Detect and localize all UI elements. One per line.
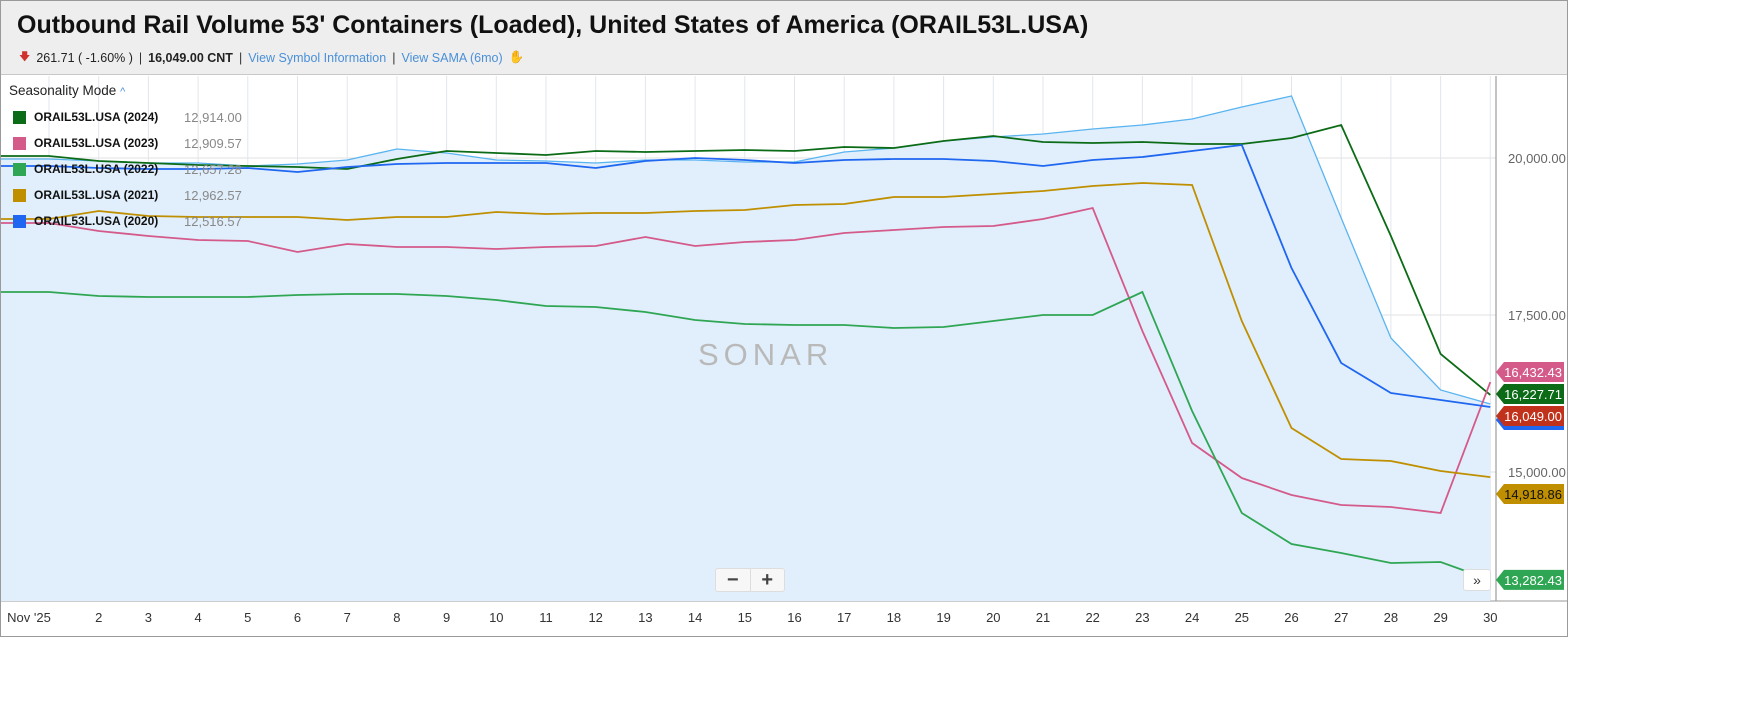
header: Outbound Rail Volume 53' Containers (Loa… [1,1,1567,75]
view-symbol-info-link[interactable]: View Symbol Information [248,50,387,65]
seasonality-mode-toggle[interactable]: Seasonality Mode ^ [9,83,242,98]
zoom-in-button[interactable]: + [761,569,774,591]
scroll-to-end-button[interactable]: » [1463,569,1491,591]
last-value-tag [1496,384,1564,404]
last-value-tag [1496,406,1564,426]
x-tick-label: 25 [1235,610,1249,625]
legend-swatch [13,162,26,176]
price-change: 261.71 ( -1.60% ) [36,50,133,65]
x-tick-label: 29 [1433,610,1447,625]
x-tick-label: 19 [936,610,950,625]
legend-series-name: ORAIL53L.USA (2022) [34,162,159,176]
legend-item[interactable]: ORAIL53L.USA (2020) 12,516.57 [9,208,242,234]
legend-item[interactable]: ORAIL53L.USA (2021) 12,962.57 [9,182,242,208]
x-tick-label: 6 [294,610,301,625]
x-tick-label: 10 [489,610,503,625]
x-tick-label: 28 [1384,610,1398,625]
x-tick-label: 12 [588,610,602,625]
zoom-controls: − + [715,568,785,592]
chart-plot[interactable]: Nov '25 2 3 4 5 6 7 8 9 10 11 12 13 14 15 16 17 18 19 20 21 2… [1,76,1567,637]
x-tick-label: 7 [344,610,351,625]
x-tick-label: 16 [787,610,801,625]
x-tick-label: 17 [837,610,851,625]
legend-series-name: ORAIL53L.USA (2020) [34,214,159,228]
series-line [1,144,1491,408]
legend-item[interactable]: ORAIL53L.USA (2024) 12,914.00 [9,104,242,130]
chevron-up-icon: ^ [120,86,126,98]
legend-swatch [13,110,26,124]
x-tick-label: 3 [145,610,152,625]
last-value-label: 13,282.43 [1504,573,1562,588]
x-tick-label: 24 [1185,610,1199,625]
last-value-label: 16,432.43 [1504,365,1562,380]
zoom-out-button[interactable]: − [716,569,751,591]
sama-icon: ✋ [508,50,525,64]
last-value-tag [1496,362,1564,382]
x-tick-label: Nov '25 [7,610,51,625]
x-tick-label: 15 [738,610,752,625]
legend-series-value: 12,909.57 [184,135,242,151]
legend-title: Seasonality Mode [9,83,117,98]
current-value: 16,049.00 CNT [148,50,233,65]
last-value-label: 16,227.71 [1504,387,1562,402]
divider: | [138,50,143,65]
quote-bar: 🡇 261.71 ( -1.60% ) | 16,049.00 CNT | Vi… [19,48,524,67]
x-tick-label: 22 [1085,610,1099,625]
x-tick-label: 11 [539,610,553,625]
series-line [1,290,1491,581]
down-arrow-icon: 🡇 [19,51,31,63]
x-tick-label: 20 [986,610,1000,625]
legend-series-value: 12,657.28 [184,161,242,177]
legend-swatch [13,214,26,228]
legend-series-value: 12,914.00 [184,109,242,125]
legend-swatch [13,136,26,150]
legend: Seasonality Mode ^ ORAIL53L.USA (2024) 12… [9,83,242,234]
x-tick-label: 18 [887,610,901,625]
view-sama-link[interactable]: View SAMA (6mo) [401,50,503,65]
legend-series-name: ORAIL53L.USA (2023) [34,136,159,150]
y-tick-label: 15,000.00 [1508,465,1566,480]
y-tick-label: 20,000.00 [1508,151,1566,166]
last-value-label: 14,918.86 [1504,487,1562,502]
y-tick-label: 17,500.00 [1508,308,1566,323]
watermark: SONAR [698,337,834,372]
x-tick-label: 27 [1334,610,1348,625]
page-title: Outbound Rail Volume 53' Containers (Loa… [17,11,1089,39]
legend-item[interactable]: ORAIL53L.USA (2022) 12,657.28 [9,156,242,182]
x-tick-label: 21 [1036,610,1050,625]
legend-series-value: 12,962.57 [184,187,242,203]
legend-swatch [13,188,26,202]
area-fill [1,96,1491,602]
x-tick-label: 8 [393,610,400,625]
x-tick-label: 26 [1284,610,1298,625]
series-line [1,182,1491,478]
last-value-tag [1496,569,1564,590]
last-value-label: 16,049.00 [1504,409,1562,424]
series-line [1,123,1491,396]
x-tick-label: 4 [194,610,201,625]
x-tick-label: 2 [95,610,102,625]
last-value-tag [1496,484,1564,504]
divider: | [238,50,243,65]
x-tick-label: 14 [688,610,702,625]
x-tick-label: 13 [638,610,652,625]
x-tick-label: 30 [1483,610,1497,625]
x-tick-label: 5 [244,610,251,625]
chart-frame: Outbound Rail Volume 53' Containers (Loa… [0,0,1568,637]
legend-series-name: ORAIL53L.USA (2021) [34,188,159,202]
x-tick-label: 9 [443,610,450,625]
divider: | [392,50,396,65]
legend-item[interactable]: ORAIL53L.USA (2023) 12,909.57 [9,130,242,156]
legend-series-value: 12,516.57 [184,213,242,229]
series-line [1,206,1492,514]
legend-series-name: ORAIL53L.USA (2024) [34,110,159,124]
x-tick-label: 23 [1135,610,1149,625]
